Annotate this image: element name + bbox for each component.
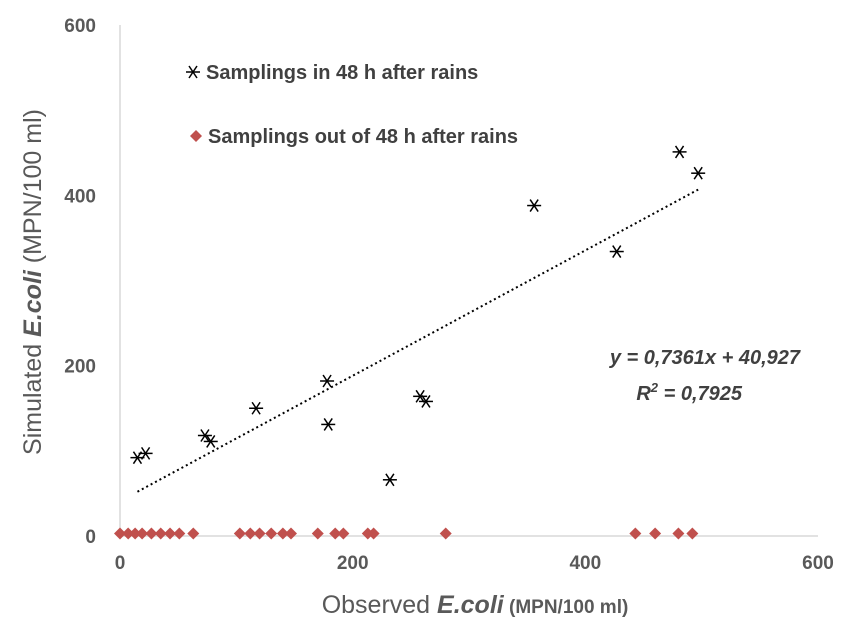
point-diamond: [164, 527, 177, 540]
point-diamond: [439, 527, 452, 540]
point-asterisk: [413, 389, 428, 403]
point-asterisk: [418, 395, 433, 408]
legend: Samplings in 48 h after rains Samplings …: [186, 62, 518, 148]
trendline: [136, 188, 699, 493]
x-tick-label: 200: [337, 553, 369, 574]
legend-marker-asterisk: [186, 65, 200, 79]
y-tick-label: 600: [64, 16, 96, 37]
point-asterisk: [249, 401, 264, 415]
point-asterisk: [320, 374, 335, 388]
data-points: [114, 145, 706, 540]
point-asterisk: [138, 446, 153, 460]
y-tick-label: 400: [64, 186, 96, 207]
point-diamond: [686, 527, 699, 540]
x-axis-title: Observed E.coli (MPN/100 ml): [322, 591, 629, 619]
point-asterisk: [382, 473, 397, 487]
point-diamond: [629, 527, 642, 540]
x-tick-label: 600: [802, 553, 834, 574]
point-diamond: [122, 527, 135, 540]
y-tick-label: 0: [85, 527, 96, 548]
trendline-equation: y = 0,7361x + 40,927: [609, 347, 801, 369]
point-diamond: [337, 527, 350, 540]
point-diamond: [154, 527, 167, 540]
x-tick-label: 400: [569, 553, 601, 574]
point-diamond: [173, 527, 186, 540]
point-diamond: [233, 527, 246, 540]
point-diamond: [672, 527, 685, 540]
y-axis-title: Simulated E.coli (MPN/100 ml): [19, 109, 47, 455]
trendline-path: [136, 188, 699, 493]
point-diamond: [253, 527, 266, 540]
legend-label-out-48h: Samplings out of 48 h after rains: [208, 126, 518, 148]
point-diamond: [145, 527, 158, 540]
point-asterisk: [691, 166, 706, 180]
x-tick-label: 0: [115, 553, 126, 574]
point-asterisk: [197, 429, 212, 442]
legend-label-in-48h: Samplings in 48 h after rains: [206, 62, 478, 84]
point-diamond: [136, 527, 149, 540]
point-asterisk: [203, 435, 218, 448]
axes: [119, 25, 818, 537]
r-squared: R2 = 0,7925: [636, 380, 743, 405]
tick-labels: 0 200 400 600 0 200 400 600: [64, 16, 834, 574]
point-diamond: [311, 527, 324, 540]
point-asterisk: [609, 245, 624, 258]
point-asterisk: [672, 145, 687, 159]
point-asterisk: [321, 418, 336, 431]
point-diamond: [276, 527, 289, 540]
point-asterisk: [527, 199, 542, 212]
y-tick-label: 200: [64, 357, 96, 378]
point-diamond: [285, 527, 298, 540]
point-diamond: [187, 527, 200, 540]
point-diamond: [649, 527, 662, 540]
point-diamond: [114, 527, 126, 540]
point-diamond: [244, 527, 257, 540]
point-diamond: [367, 527, 380, 540]
point-diamond: [129, 527, 142, 540]
point-diamond: [329, 527, 342, 540]
point-diamond: [265, 527, 278, 540]
legend-marker-diamond: [190, 130, 202, 142]
